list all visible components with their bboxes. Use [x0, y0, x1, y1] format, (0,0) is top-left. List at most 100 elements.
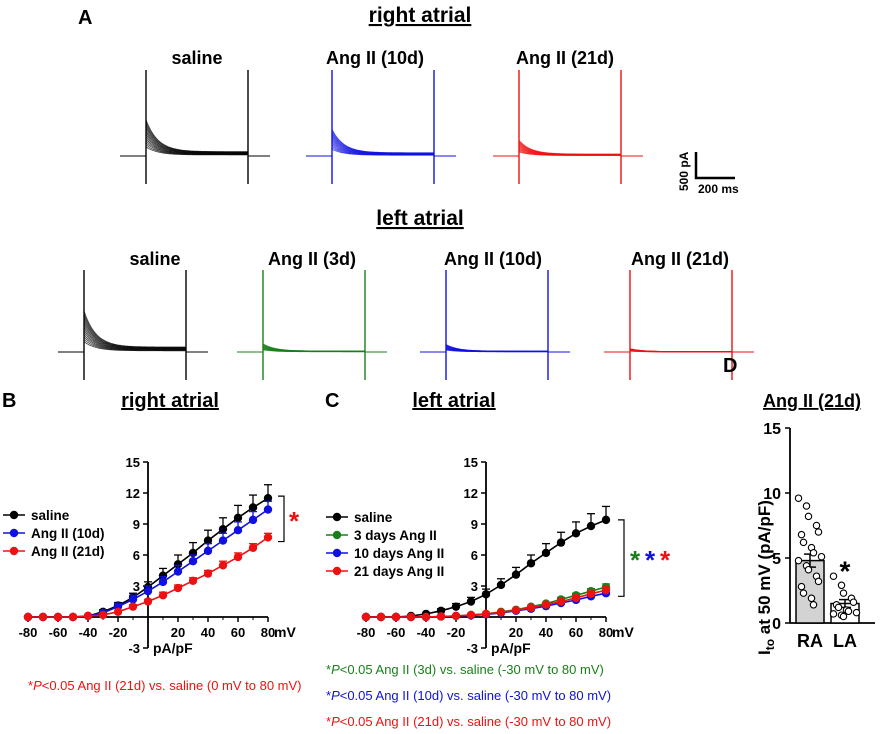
trace-la-1 [237, 270, 387, 380]
x-tick-label: 20 [171, 625, 185, 640]
trace-sweep [493, 139, 643, 157]
la-trace-label-saline: saline [129, 249, 180, 269]
panel-c-footnote-1-star: * [326, 662, 331, 677]
data-point [203, 536, 213, 545]
panel-b: B right atrial -80 -60 -40 -20 20 40 60 80 15 12 9… [2, 390, 302, 693]
data-point [263, 533, 273, 542]
data-point [38, 612, 48, 622]
data-point [541, 548, 551, 558]
data-point [511, 570, 521, 579]
significance-star: * [645, 545, 656, 575]
data-point [203, 569, 213, 578]
scatter-point [812, 521, 821, 530]
legend-label: 3 days Ang II [354, 528, 437, 543]
data-point [496, 580, 506, 590]
y-tick-label: 10 [763, 486, 781, 503]
data-point [233, 552, 243, 562]
trace-sweep [120, 119, 270, 157]
y-tick-label: 9 [133, 517, 140, 532]
legend-marker [332, 548, 342, 558]
chart-c: -80 -60 -40 -20 20 40 60 80 15 12 9 6 3 -3 mV pA/pF sali… [326, 455, 671, 656]
trace-sweep [420, 343, 570, 353]
trace-sweep [237, 343, 387, 353]
significance-star: * [289, 506, 300, 536]
data-point [481, 590, 491, 599]
data-point [451, 602, 461, 611]
scale-bar: 500 pA 200 ms [677, 151, 739, 196]
data-point [466, 610, 476, 620]
data-point [188, 557, 198, 566]
legend-label: 21 days Ang II [354, 564, 444, 579]
scatter-point [807, 594, 816, 603]
scatter-point [814, 577, 823, 586]
legend-label: Ang II (10d) [31, 526, 105, 541]
panel-d-ylabel-rest: at 50 mV (pA/pF) [755, 500, 774, 639]
y-tick-label: 6 [471, 548, 478, 563]
data-point [263, 493, 273, 503]
scatter-point [829, 610, 838, 618]
scatter-point [844, 607, 853, 616]
trace-sweep [604, 348, 754, 353]
data-point [406, 612, 416, 622]
panel-c-footnote-1-p: P [331, 662, 340, 677]
data-point [586, 521, 596, 531]
y-tick-label: 0 [772, 616, 781, 633]
scatter-point [809, 549, 818, 557]
y-tick-label: 3 [133, 579, 140, 594]
y-axis-label: pA/pF [153, 640, 193, 656]
data-point [601, 515, 611, 525]
x-tick-label: 60 [569, 625, 583, 640]
data-point [158, 571, 168, 580]
x-tick-label: -40 [417, 625, 436, 640]
category-label: RA [797, 631, 823, 651]
data-point [98, 610, 108, 620]
la-trace-label-ang3: Ang II (3d) [268, 249, 356, 269]
y-tick-label: -3 [128, 641, 140, 656]
current-traces [58, 70, 754, 380]
chart-d: 0 5 10 15 RA LA * [763, 421, 875, 651]
panel-a-label: A [78, 7, 92, 29]
scatter-point [834, 603, 843, 612]
scatter-point [804, 512, 813, 521]
significance-bracket [618, 519, 625, 597]
scatter-point [839, 612, 848, 621]
data-point [421, 612, 431, 622]
series-10-days-ang-ii: 10 days Ang II [326, 546, 611, 622]
data-point [248, 515, 258, 525]
x-tick-label: 40 [539, 625, 553, 640]
data-point [53, 612, 63, 622]
panel-c-footnote-3-star: * [326, 714, 331, 729]
trace-ra-2 [493, 70, 643, 184]
data-point [128, 595, 138, 604]
scatter-point [799, 538, 808, 547]
x-tick-label: -60 [49, 625, 68, 640]
ra-trace-label-ang10: Ang II (10d) [326, 48, 424, 68]
panel-c-title: left atrial [412, 390, 495, 412]
x-tick-label: 60 [231, 625, 245, 640]
x-tick-label: -40 [79, 625, 98, 640]
panel-b-label: B [2, 390, 16, 412]
panel-d-ylabel-sub: to [763, 639, 777, 650]
data-point [496, 608, 506, 617]
chart-b: -80 -60 -40 -20 20 40 60 80 15 12 9 6 3 -3 mV pA/pF sali… [3, 455, 300, 656]
data-point [218, 524, 228, 534]
legend-label: saline [354, 510, 393, 525]
significance-star: * [660, 545, 671, 575]
data-point [571, 529, 581, 538]
panel-c-footnote-2: *P<0.05 Ang II (10d) vs. saline (-30 mV … [326, 688, 611, 703]
data-point [511, 606, 521, 615]
trace-sweep [306, 129, 456, 157]
la-trace-label-ang21: Ang II (21d) [631, 249, 729, 269]
panel-a: A right atrial left atrial saline Ang II… [58, 4, 754, 380]
scale-current-label: 500 pA [677, 151, 691, 191]
y-tick-label: 15 [763, 421, 781, 438]
data-point [248, 503, 258, 512]
legend-label: saline [31, 508, 70, 523]
y-tick-label: 15 [126, 455, 140, 470]
scatter-point [802, 502, 811, 510]
x-axis-label: mV [612, 624, 634, 640]
significance-star: * [630, 545, 641, 575]
scatter-point [837, 581, 846, 590]
data-point [188, 576, 198, 586]
ra-trace-label-saline: saline [171, 48, 222, 68]
